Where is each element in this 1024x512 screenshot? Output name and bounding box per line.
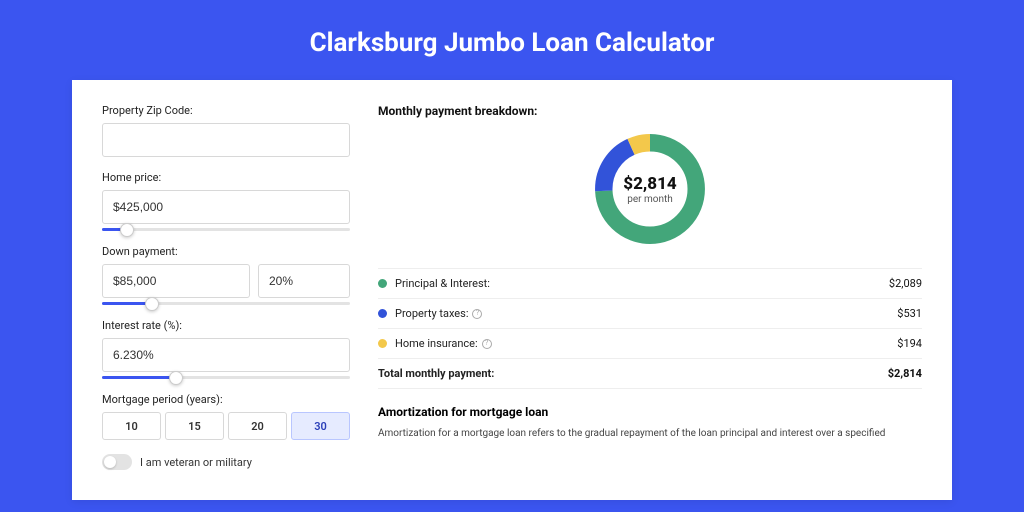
donut-amount: $2,814 [623, 174, 676, 194]
period-option-15[interactable]: 15 [165, 412, 224, 440]
calculator-card: Property Zip Code: Home price: Down paym… [72, 80, 952, 500]
breakdown-label: Home insurance:? [395, 337, 897, 350]
period-option-30[interactable]: 30 [291, 412, 350, 440]
breakdown-row-principal: Principal & Interest: $2,089 [378, 269, 922, 299]
swatch-icon [378, 279, 387, 288]
period-field: Mortgage period (years): 10 15 20 30 [102, 393, 350, 440]
interest-input[interactable] [102, 338, 350, 372]
down-payment-field: Down payment: [102, 245, 350, 305]
info-icon[interactable]: ? [482, 339, 492, 349]
zip-field: Property Zip Code: [102, 104, 350, 157]
breakdown-list: Principal & Interest: $2,089 Property ta… [378, 268, 922, 389]
zip-input[interactable] [102, 123, 350, 157]
breakdown-row-total: Total monthly payment: $2,814 [378, 359, 922, 389]
period-options: 10 15 20 30 [102, 412, 350, 440]
zip-label: Property Zip Code: [102, 104, 350, 117]
breakdown-value: $2,089 [889, 277, 922, 290]
page-title: Clarksburg Jumbo Loan Calculator [0, 0, 1024, 80]
breakdown-label: Property taxes:? [395, 307, 897, 320]
interest-slider[interactable] [102, 376, 350, 379]
home-price-input[interactable] [102, 190, 350, 224]
breakdown-label: Principal & Interest: [395, 277, 889, 290]
swatch-icon [378, 309, 387, 318]
donut-chart-wrap: $2,814 per month [378, 128, 922, 250]
slider-thumb[interactable] [169, 371, 183, 385]
breakdown-column: Monthly payment breakdown: $2,814 per mo… [378, 104, 922, 476]
donut-sub: per month [627, 194, 673, 205]
breakdown-title: Monthly payment breakdown: [378, 104, 922, 118]
donut-chart: $2,814 per month [589, 128, 711, 250]
interest-field: Interest rate (%): [102, 319, 350, 379]
home-price-label: Home price: [102, 171, 350, 184]
breakdown-value: $531 [897, 307, 922, 320]
veteran-toggle[interactable] [102, 454, 132, 470]
swatch-icon [378, 339, 387, 348]
breakdown-total-label: Total monthly payment: [378, 367, 888, 380]
inputs-column: Property Zip Code: Home price: Down paym… [102, 104, 350, 476]
breakdown-value: $194 [897, 337, 922, 350]
interest-label: Interest rate (%): [102, 319, 350, 332]
amortization-text: Amortization for a mortgage loan refers … [378, 427, 922, 441]
down-payment-label: Down payment: [102, 245, 350, 258]
home-price-slider[interactable] [102, 228, 350, 231]
period-label: Mortgage period (years): [102, 393, 350, 406]
veteran-row: I am veteran or military [102, 454, 350, 470]
home-price-field: Home price: [102, 171, 350, 231]
veteran-label: I am veteran or military [140, 456, 252, 469]
down-payment-slider[interactable] [102, 302, 350, 305]
down-payment-percent-input[interactable] [258, 264, 350, 298]
breakdown-total-value: $2,814 [888, 367, 922, 380]
amortization-title: Amortization for mortgage loan [378, 405, 922, 419]
info-icon[interactable]: ? [472, 309, 482, 319]
period-option-20[interactable]: 20 [228, 412, 287, 440]
breakdown-row-insurance: Home insurance:? $194 [378, 329, 922, 359]
breakdown-row-taxes: Property taxes:? $531 [378, 299, 922, 329]
period-option-10[interactable]: 10 [102, 412, 161, 440]
slider-thumb[interactable] [145, 297, 159, 311]
slider-thumb[interactable] [120, 223, 134, 237]
down-payment-amount-input[interactable] [102, 264, 250, 298]
